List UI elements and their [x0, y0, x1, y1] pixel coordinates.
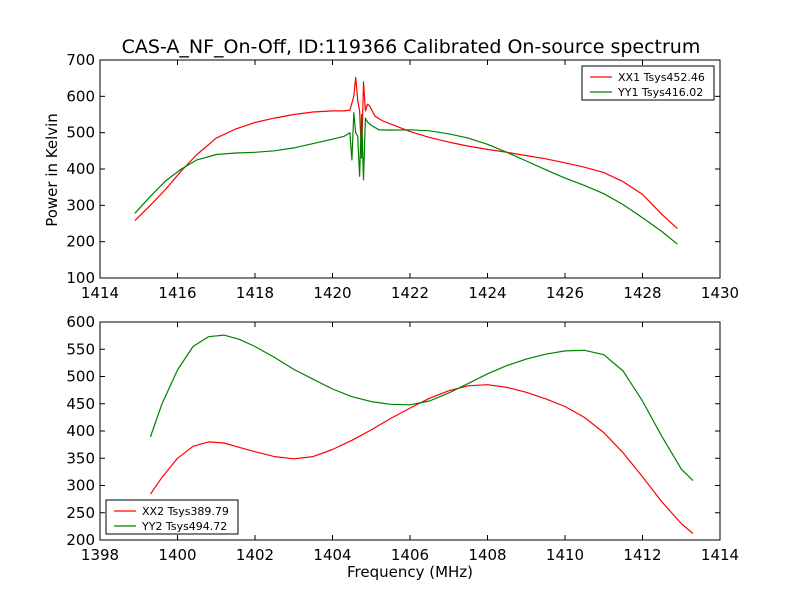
- y-tick-label: 600: [66, 313, 95, 331]
- y-tick-label: 500: [66, 124, 95, 142]
- x-tick-label: 1426: [546, 284, 584, 302]
- x-tick-label: 1398: [81, 546, 119, 564]
- x-tick-label: 1404: [313, 546, 351, 564]
- y-tick-label: 100: [66, 269, 95, 287]
- y-tick-label: 600: [66, 87, 95, 105]
- y-tick-label: 500: [66, 368, 95, 386]
- legend-label: XX2 Tsys389.79: [142, 505, 229, 518]
- legend-label: YY2 Tsys494.72: [141, 520, 227, 533]
- legend: XX1 Tsys452.46 YY1 Tsys416.02: [581, 65, 715, 101]
- x-tick-label: 1428: [623, 284, 661, 302]
- legend-label: YY1 Tsys416.02: [617, 86, 703, 99]
- y-tick-label: 200: [66, 233, 95, 251]
- legend-box: [581, 65, 715, 101]
- x-tick-label: 1412: [623, 546, 661, 564]
- y-tick-label: 550: [66, 340, 95, 358]
- x-tick-label: 1422: [391, 284, 429, 302]
- legend-label: XX1 Tsys452.46: [618, 71, 705, 84]
- chart-title: CAS-A_NF_On-Off, ID:119366 Calibrated On…: [122, 36, 701, 58]
- top-plot: 1414 1416 1418 1420 1422 1424 1426 1428 1430 100 2…: [66, 51, 739, 302]
- y-tick-label: 700: [66, 51, 95, 69]
- x-tick-label: 1424: [468, 284, 506, 302]
- legend-box: [105, 499, 239, 535]
- series-line-2: [149, 334, 694, 482]
- x-tick-label: 1400: [158, 546, 196, 564]
- legend: XX2 Tsys389.79 YY2 Tsys494.72: [105, 499, 239, 535]
- x-tick-label: 1406: [391, 546, 429, 564]
- x-tick-label: 1414: [81, 284, 119, 302]
- x-tick-label: 1416: [158, 284, 196, 302]
- x-tick-label: 1414: [701, 546, 739, 564]
- x-tick-label: 1408: [468, 546, 506, 564]
- series-line-2: [134, 112, 678, 245]
- x-tick-label: 1418: [236, 284, 274, 302]
- y-tick-label: 400: [66, 160, 95, 178]
- x-tick-label: 1420: [313, 284, 351, 302]
- y-tick-label: 200: [66, 531, 95, 549]
- x-tick-label: 1402: [236, 546, 274, 564]
- y-tick-label: 350: [66, 449, 95, 467]
- y-tick-label: 250: [66, 504, 95, 522]
- series-line-1: [134, 76, 678, 230]
- y-tick-label: 300: [66, 477, 95, 495]
- bottom-plot: 1398 1400 1402 1404 1406 1408 1410 1412 1414 200 2…: [66, 313, 739, 564]
- x-tick-label: 1410: [546, 546, 584, 564]
- series-line-1: [149, 384, 694, 534]
- x-tick-label: 1430: [701, 284, 739, 302]
- y-tick-label: 300: [66, 196, 95, 214]
- y-tick-label: 400: [66, 422, 95, 440]
- y-tick-label: 450: [66, 395, 95, 413]
- x-axis-label: Frequency (MHz): [347, 563, 473, 581]
- y-axis-label: Power in Kelvin: [43, 113, 61, 227]
